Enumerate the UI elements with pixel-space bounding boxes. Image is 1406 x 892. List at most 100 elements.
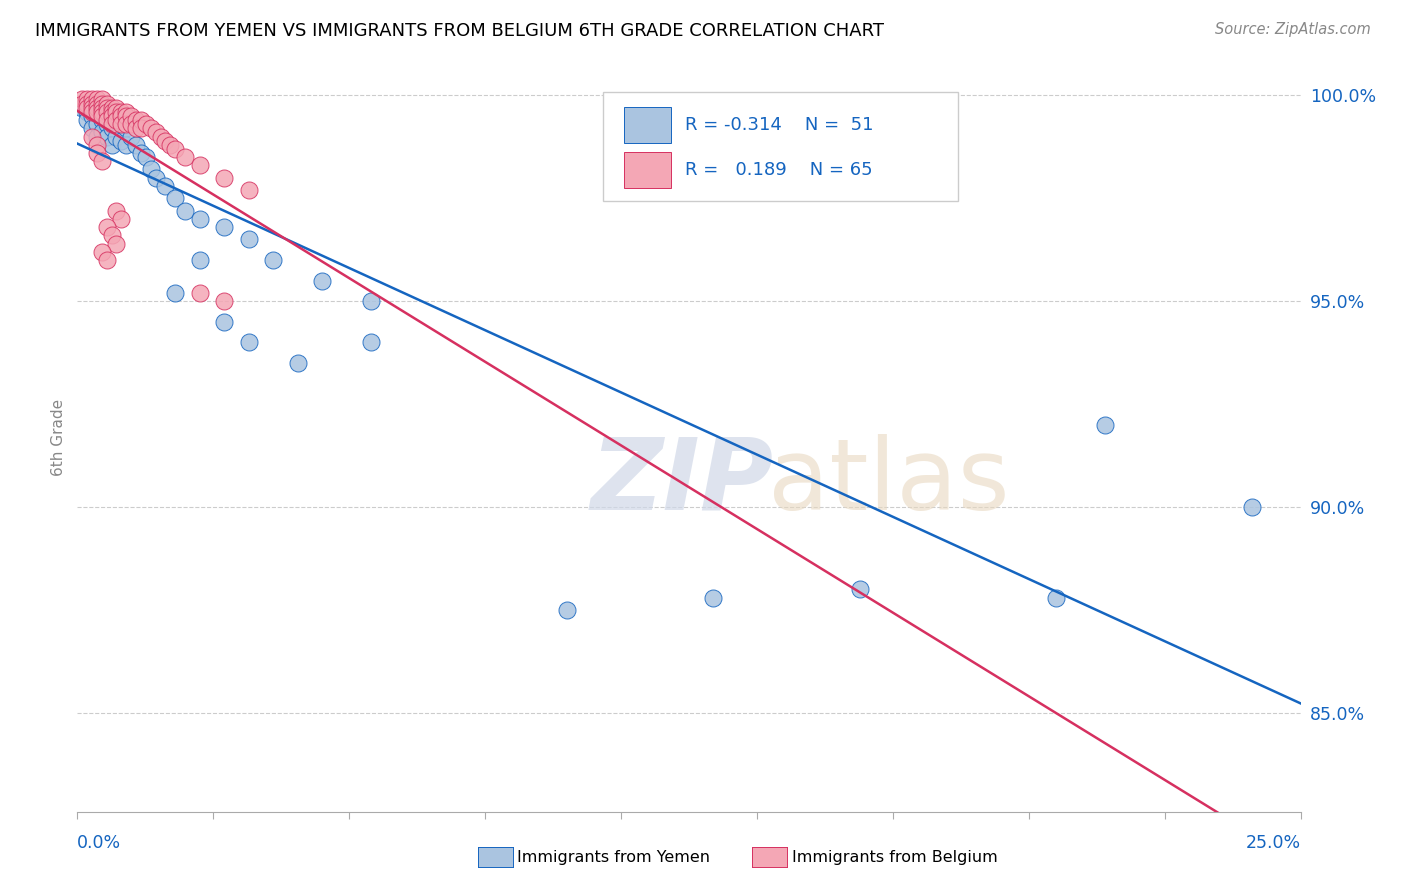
Point — [115, 109, 138, 123]
Point — [90, 154, 112, 169]
Point — [360, 335, 382, 350]
Text: IMMIGRANTS FROM YEMEN VS IMMIGRANTS FROM BELGIUM 6TH GRADE CORRELATION CHART: IMMIGRANTS FROM YEMEN VS IMMIGRANTS FROM… — [35, 22, 884, 40]
Point — [212, 315, 235, 329]
Point — [188, 158, 211, 172]
Point — [86, 104, 108, 119]
Point — [139, 162, 162, 177]
Point — [174, 203, 197, 218]
Point — [165, 142, 187, 156]
Point — [120, 109, 142, 123]
Point — [145, 170, 167, 185]
Point — [115, 121, 138, 136]
Point — [115, 137, 138, 152]
Point — [311, 274, 333, 288]
Point — [76, 101, 98, 115]
FancyBboxPatch shape — [603, 93, 957, 201]
Point — [129, 146, 152, 161]
Point — [115, 104, 138, 119]
Point — [80, 93, 103, 107]
Point — [96, 104, 118, 119]
Text: Immigrants from Belgium: Immigrants from Belgium — [792, 850, 997, 864]
Point — [849, 582, 872, 597]
Point — [1045, 591, 1067, 605]
Point — [96, 104, 118, 119]
Point — [90, 113, 112, 128]
Point — [212, 170, 235, 185]
Point — [86, 129, 108, 144]
Point — [105, 129, 128, 144]
Point — [90, 101, 112, 115]
Point — [76, 104, 98, 119]
Point — [96, 220, 118, 235]
Point — [1094, 417, 1116, 432]
Point — [115, 117, 138, 131]
Point — [70, 101, 93, 115]
Point — [238, 183, 260, 197]
Text: ZIP: ZIP — [591, 434, 775, 531]
Y-axis label: 6th Grade: 6th Grade — [51, 399, 66, 475]
Point — [238, 232, 260, 246]
Point — [90, 96, 112, 111]
Point — [110, 109, 132, 123]
Point — [188, 253, 211, 268]
Point — [100, 109, 122, 123]
Point — [360, 294, 382, 309]
Point — [86, 93, 108, 107]
Point — [80, 101, 103, 115]
Point — [80, 121, 103, 136]
Point — [96, 96, 118, 111]
Point — [76, 93, 98, 107]
Point — [125, 113, 148, 128]
Point — [155, 134, 177, 148]
Point — [90, 125, 112, 139]
Point — [100, 121, 122, 136]
Point — [188, 285, 211, 300]
Point — [76, 113, 98, 128]
Point — [90, 104, 112, 119]
Point — [100, 117, 122, 131]
Point — [80, 109, 103, 123]
Point — [129, 113, 152, 128]
Point — [86, 104, 108, 119]
Point — [110, 117, 132, 131]
Point — [155, 178, 177, 193]
Point — [212, 220, 235, 235]
Point — [96, 117, 118, 131]
Point — [70, 93, 93, 107]
Point — [100, 137, 122, 152]
Point — [165, 191, 187, 205]
Point — [90, 93, 112, 107]
Point — [86, 96, 108, 111]
Point — [105, 104, 128, 119]
Point — [188, 211, 211, 226]
Point — [100, 101, 122, 115]
Point — [287, 356, 309, 370]
Point — [262, 253, 284, 268]
Point — [105, 203, 128, 218]
Point — [129, 121, 152, 136]
Point — [159, 137, 181, 152]
Point — [76, 96, 98, 111]
Point — [238, 335, 260, 350]
Point — [96, 253, 118, 268]
Point — [80, 96, 103, 111]
Point — [174, 150, 197, 164]
Point — [702, 591, 724, 605]
Point — [149, 129, 172, 144]
Point — [105, 113, 128, 128]
Point — [135, 150, 157, 164]
Point — [165, 285, 187, 300]
Text: R =   0.189    N = 65: R = 0.189 N = 65 — [685, 161, 873, 179]
Point — [80, 129, 103, 144]
Point — [96, 101, 118, 115]
Point — [125, 121, 148, 136]
Point — [125, 137, 148, 152]
Point — [120, 117, 142, 131]
Bar — [624, 107, 671, 144]
Point — [135, 117, 157, 131]
Point — [86, 101, 108, 115]
Point — [1240, 500, 1263, 514]
Point — [110, 211, 132, 226]
Point — [110, 104, 132, 119]
Text: 25.0%: 25.0% — [1246, 834, 1301, 852]
